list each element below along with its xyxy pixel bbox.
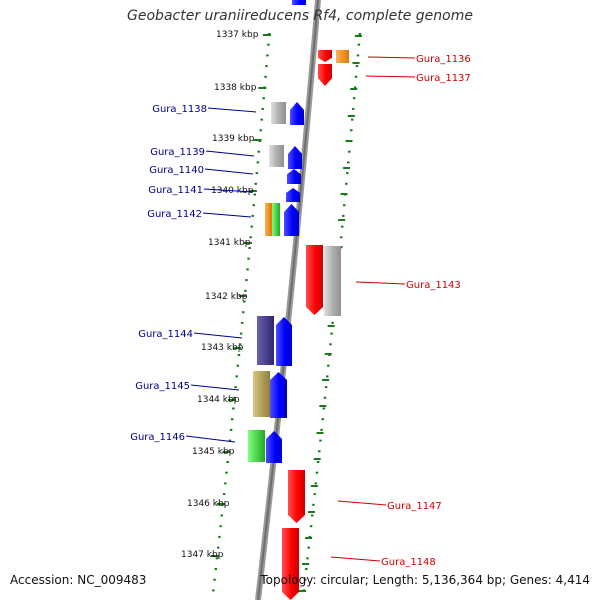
ruler-ticks (211, 33, 362, 592)
gene-label-left: Gura_1145 (135, 381, 190, 392)
gene-cog-box (272, 203, 280, 236)
gene-labels: Gura_1138 Gura_1139 Gura_1140 Gura_1141 Gura… (130, 54, 471, 568)
gene-cog-box (257, 316, 274, 365)
label-leader-line (204, 168, 254, 175)
accession-text: Accession: NC_009483 (10, 573, 147, 587)
gene-forward (284, 204, 299, 236)
gene-cog-box (265, 203, 272, 236)
gene-reverse (288, 470, 305, 523)
gene-features (248, 0, 349, 600)
gene-cog-box (336, 50, 349, 63)
label-leader-line (205, 150, 255, 157)
kbp-label: 1343 kbp (201, 343, 244, 353)
gene-label-right: Gura_1143 (406, 280, 461, 291)
gene-reverse (318, 50, 332, 62)
gene-forward (292, 0, 306, 5)
label-leader-line (365, 75, 416, 78)
gene-label-left: Gura_1141 (148, 185, 203, 196)
kbp-label: 1338 kbp (214, 83, 257, 93)
kbp-label: 1344 kbp (197, 395, 240, 405)
gene-forward (276, 317, 292, 366)
label-leader-line (337, 500, 387, 506)
gene-reverse (306, 245, 323, 315)
kbp-label: 1341 kbp (208, 238, 251, 248)
gene-label-right: Gura_1136 (416, 54, 471, 65)
kbp-label: 1337 kbp (216, 30, 259, 40)
label-leader-line (207, 107, 257, 113)
label-leader-line (367, 56, 416, 59)
gene-cog-box (269, 145, 284, 167)
gene-label-right: Gura_1147 (387, 501, 442, 512)
gene-label-left: Gura_1144 (138, 329, 193, 340)
gene-forward (286, 188, 300, 202)
gene-forward (287, 169, 301, 184)
kbp-label: 1347 kbp (181, 550, 224, 560)
label-leader-line (203, 188, 254, 193)
genome-title: Geobacter uraniireducens Rf4, complete g… (127, 8, 473, 24)
gene-label-left: Gura_1146 (130, 432, 185, 443)
label-leader-line (190, 384, 240, 391)
gene-label-right: Gura_1148 (381, 557, 436, 568)
gene-label-right: Gura_1137 (416, 73, 471, 84)
gene-cog-box (248, 430, 265, 462)
backbone-core (257, 0, 319, 600)
label-leader-line (202, 212, 252, 218)
gene-label-left: Gura_1139 (150, 147, 205, 158)
gene-forward (288, 146, 302, 169)
gene-reverse (318, 64, 332, 86)
gene-forward (270, 372, 287, 418)
gene-cog-box (271, 102, 286, 124)
label-leader-line (193, 332, 243, 339)
gene-forward (290, 102, 304, 125)
label-leader-line (330, 556, 381, 562)
gene-cog-box (253, 371, 270, 417)
kbp-label: 1339 kbp (212, 134, 255, 144)
label-leader-line (355, 281, 406, 285)
kbp-label: 1346 kbp (187, 499, 230, 509)
gene-label-left: Gura_1140 (149, 165, 204, 176)
label-leader-line (185, 435, 236, 443)
kbp-label: 1345 kbp (192, 447, 235, 457)
genome-backbone (255, 0, 321, 600)
gene-label-left: Gura_1142 (147, 209, 202, 220)
topology-text: Topology: circular; Length: 5,136,364 bp… (260, 573, 590, 587)
gene-cog-box (324, 246, 341, 316)
kbp-label: 1342 kbp (205, 292, 248, 302)
gene-forward (266, 431, 282, 463)
gene-reverse (282, 528, 299, 600)
gene-label-left: Gura_1138 (152, 104, 207, 115)
